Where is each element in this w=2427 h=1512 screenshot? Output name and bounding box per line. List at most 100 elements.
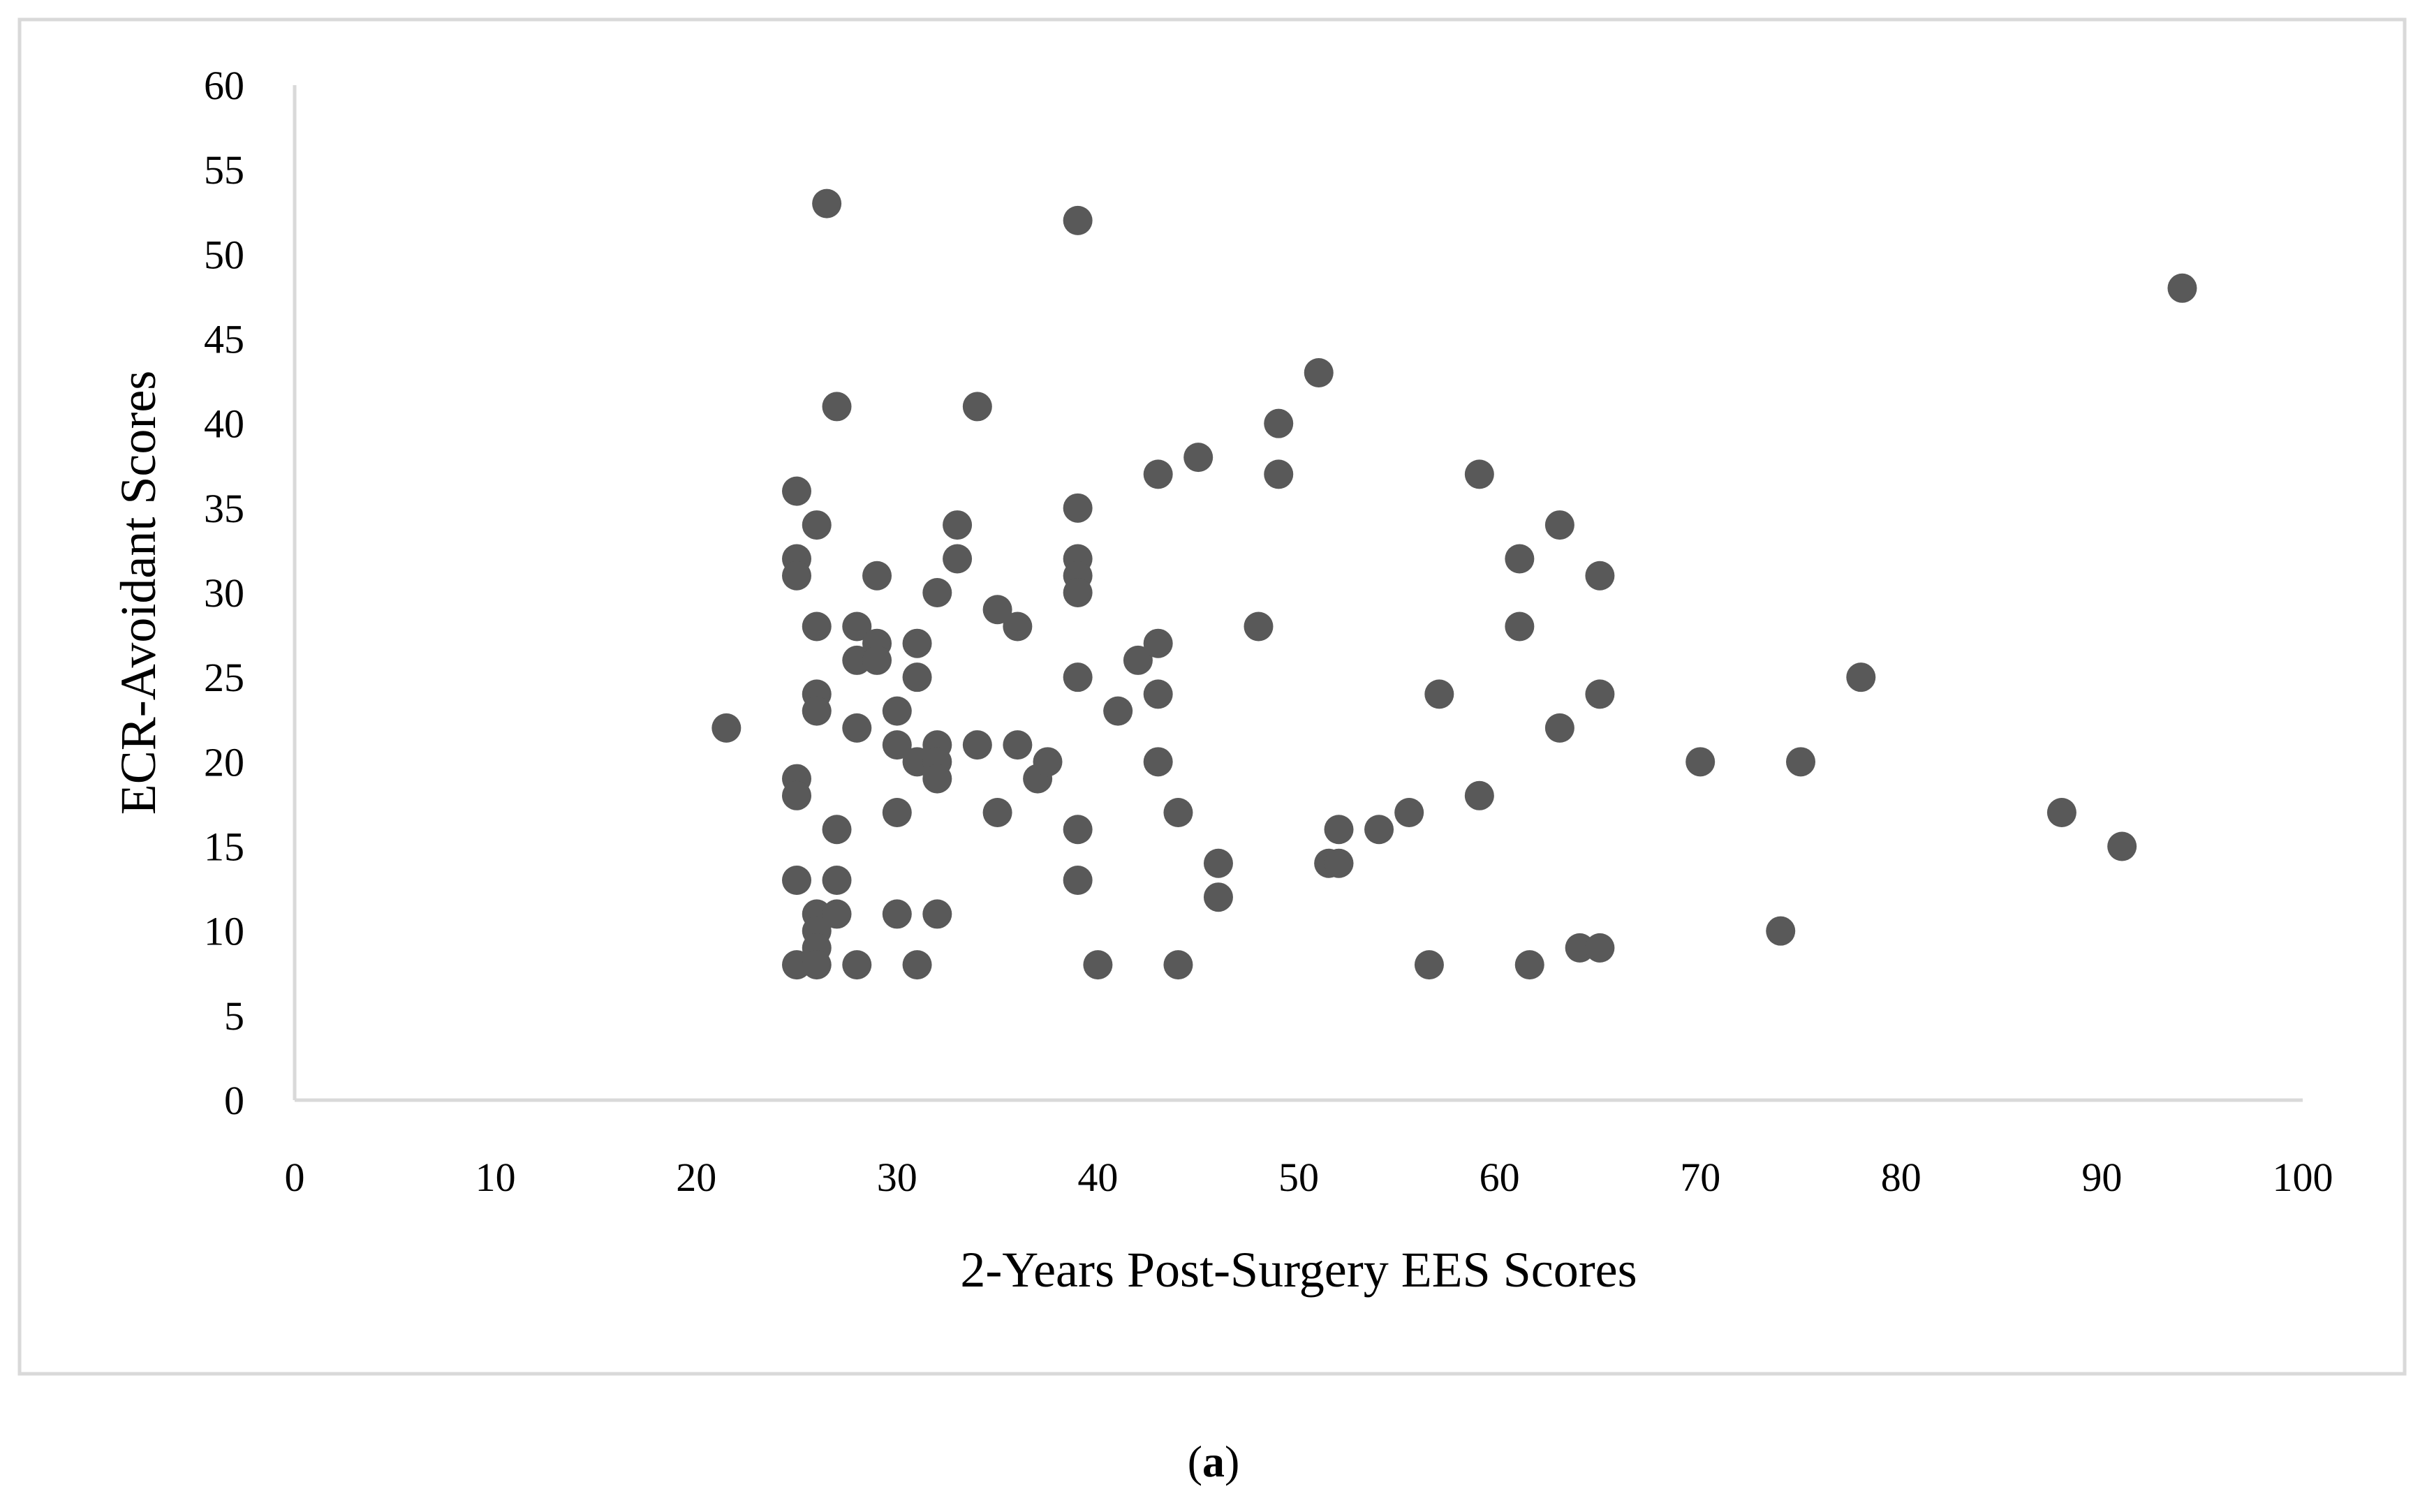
x-tick-label: 50 bbox=[1278, 1155, 1319, 1200]
data-point bbox=[1464, 459, 1494, 489]
x-tick-label: 100 bbox=[2273, 1155, 2333, 1200]
data-point bbox=[1143, 679, 1173, 709]
data-point bbox=[842, 612, 872, 642]
data-point bbox=[882, 730, 912, 760]
data-point bbox=[1003, 612, 1033, 642]
data-point bbox=[842, 950, 872, 980]
data-point bbox=[1364, 815, 1394, 845]
data-point bbox=[1585, 561, 1615, 591]
data-point bbox=[1544, 713, 1574, 743]
y-tick-label: 25 bbox=[204, 655, 244, 700]
data-point bbox=[1203, 848, 1233, 878]
data-point bbox=[1083, 950, 1113, 980]
x-axis-title: 2-Years Post-Surgery EES Scores bbox=[960, 1242, 1637, 1298]
data-point bbox=[1183, 443, 1214, 473]
data-point bbox=[802, 950, 832, 980]
x-tick-label: 90 bbox=[2081, 1155, 2122, 1200]
data-point bbox=[1414, 950, 1444, 980]
x-tick-label: 40 bbox=[1077, 1155, 1118, 1200]
data-point bbox=[1544, 510, 1574, 540]
data-point bbox=[882, 798, 912, 828]
data-point bbox=[1003, 730, 1033, 760]
data-point bbox=[962, 392, 992, 422]
caption-close-paren: ) bbox=[1225, 1437, 1239, 1486]
y-axis-title: ECR-Avoidant Scores bbox=[110, 371, 166, 815]
caption-label: a bbox=[1202, 1437, 1225, 1486]
data-point bbox=[782, 780, 811, 810]
data-point bbox=[1063, 578, 1093, 607]
data-point bbox=[782, 476, 811, 506]
data-point bbox=[962, 730, 992, 760]
data-point bbox=[1143, 459, 1173, 489]
x-tick-label: 70 bbox=[1680, 1155, 1720, 1200]
x-tick-label: 0 bbox=[285, 1155, 305, 1200]
data-point bbox=[1846, 662, 1876, 692]
data-points bbox=[711, 188, 2197, 980]
data-point bbox=[902, 662, 932, 692]
data-point bbox=[1063, 662, 1093, 692]
x-tick-label: 30 bbox=[877, 1155, 917, 1200]
data-point bbox=[922, 764, 952, 794]
data-point bbox=[812, 188, 842, 218]
y-tick-label: 40 bbox=[204, 401, 244, 447]
data-point bbox=[782, 865, 811, 895]
data-point bbox=[862, 561, 892, 591]
data-point bbox=[882, 696, 912, 726]
caption-open-paren: ( bbox=[1188, 1437, 1202, 1486]
data-point bbox=[1143, 747, 1173, 777]
data-point bbox=[1464, 780, 1494, 810]
data-point bbox=[802, 612, 832, 642]
y-tick-label: 20 bbox=[204, 739, 244, 785]
plot-area: 0 5 10 15 20 25 30 35 40 45 50 55 60 0 10 20 30 40 50 60 70… bbox=[204, 63, 2333, 1200]
data-point bbox=[1203, 882, 1233, 912]
y-tick-label: 50 bbox=[204, 232, 244, 277]
data-point bbox=[782, 950, 811, 980]
chart-frame bbox=[17, 17, 2407, 1376]
data-point bbox=[1063, 205, 1093, 235]
data-point bbox=[1565, 933, 1595, 963]
data-point bbox=[982, 595, 1012, 625]
data-point bbox=[1786, 747, 1815, 777]
data-point bbox=[802, 510, 832, 540]
data-point bbox=[1063, 815, 1093, 845]
data-point bbox=[782, 561, 811, 591]
x-tick-label: 80 bbox=[1881, 1155, 1921, 1200]
data-point bbox=[902, 950, 932, 980]
data-point bbox=[1163, 950, 1193, 980]
y-tick-label: 10 bbox=[204, 909, 244, 954]
data-point bbox=[922, 578, 952, 607]
x-tick-label: 20 bbox=[676, 1155, 716, 1200]
data-point bbox=[902, 628, 932, 658]
data-point bbox=[1324, 815, 1354, 845]
data-point bbox=[1033, 747, 1063, 777]
data-point bbox=[862, 645, 892, 675]
y-tick-label: 0 bbox=[224, 1078, 244, 1123]
data-point bbox=[1264, 459, 1294, 489]
data-point bbox=[711, 713, 742, 743]
data-point bbox=[822, 815, 852, 845]
data-point bbox=[943, 510, 973, 540]
data-point bbox=[1324, 848, 1354, 878]
data-point bbox=[1063, 493, 1093, 523]
x-tick-labels: 0 10 20 30 40 50 60 70 80 90 100 bbox=[285, 1155, 2333, 1200]
y-tick-labels: 0 5 10 15 20 25 30 35 40 45 50 55 60 bbox=[204, 63, 244, 1123]
y-tick-label: 60 bbox=[204, 63, 244, 108]
data-point bbox=[802, 696, 832, 726]
data-point bbox=[1505, 544, 1535, 574]
data-point bbox=[943, 544, 973, 574]
data-point bbox=[1304, 357, 1334, 387]
data-point bbox=[922, 899, 952, 929]
data-point bbox=[822, 865, 852, 895]
data-point bbox=[1394, 798, 1424, 828]
y-tick-label: 5 bbox=[224, 993, 244, 1039]
data-point bbox=[1685, 747, 1716, 777]
data-point bbox=[2046, 798, 2076, 828]
data-point bbox=[1103, 696, 1133, 726]
data-point bbox=[1163, 798, 1193, 828]
data-point bbox=[1505, 612, 1535, 642]
data-point bbox=[1244, 612, 1274, 642]
x-tick-label: 10 bbox=[475, 1155, 516, 1200]
data-point bbox=[882, 899, 912, 929]
data-point bbox=[902, 747, 932, 777]
data-point bbox=[1514, 950, 1544, 980]
